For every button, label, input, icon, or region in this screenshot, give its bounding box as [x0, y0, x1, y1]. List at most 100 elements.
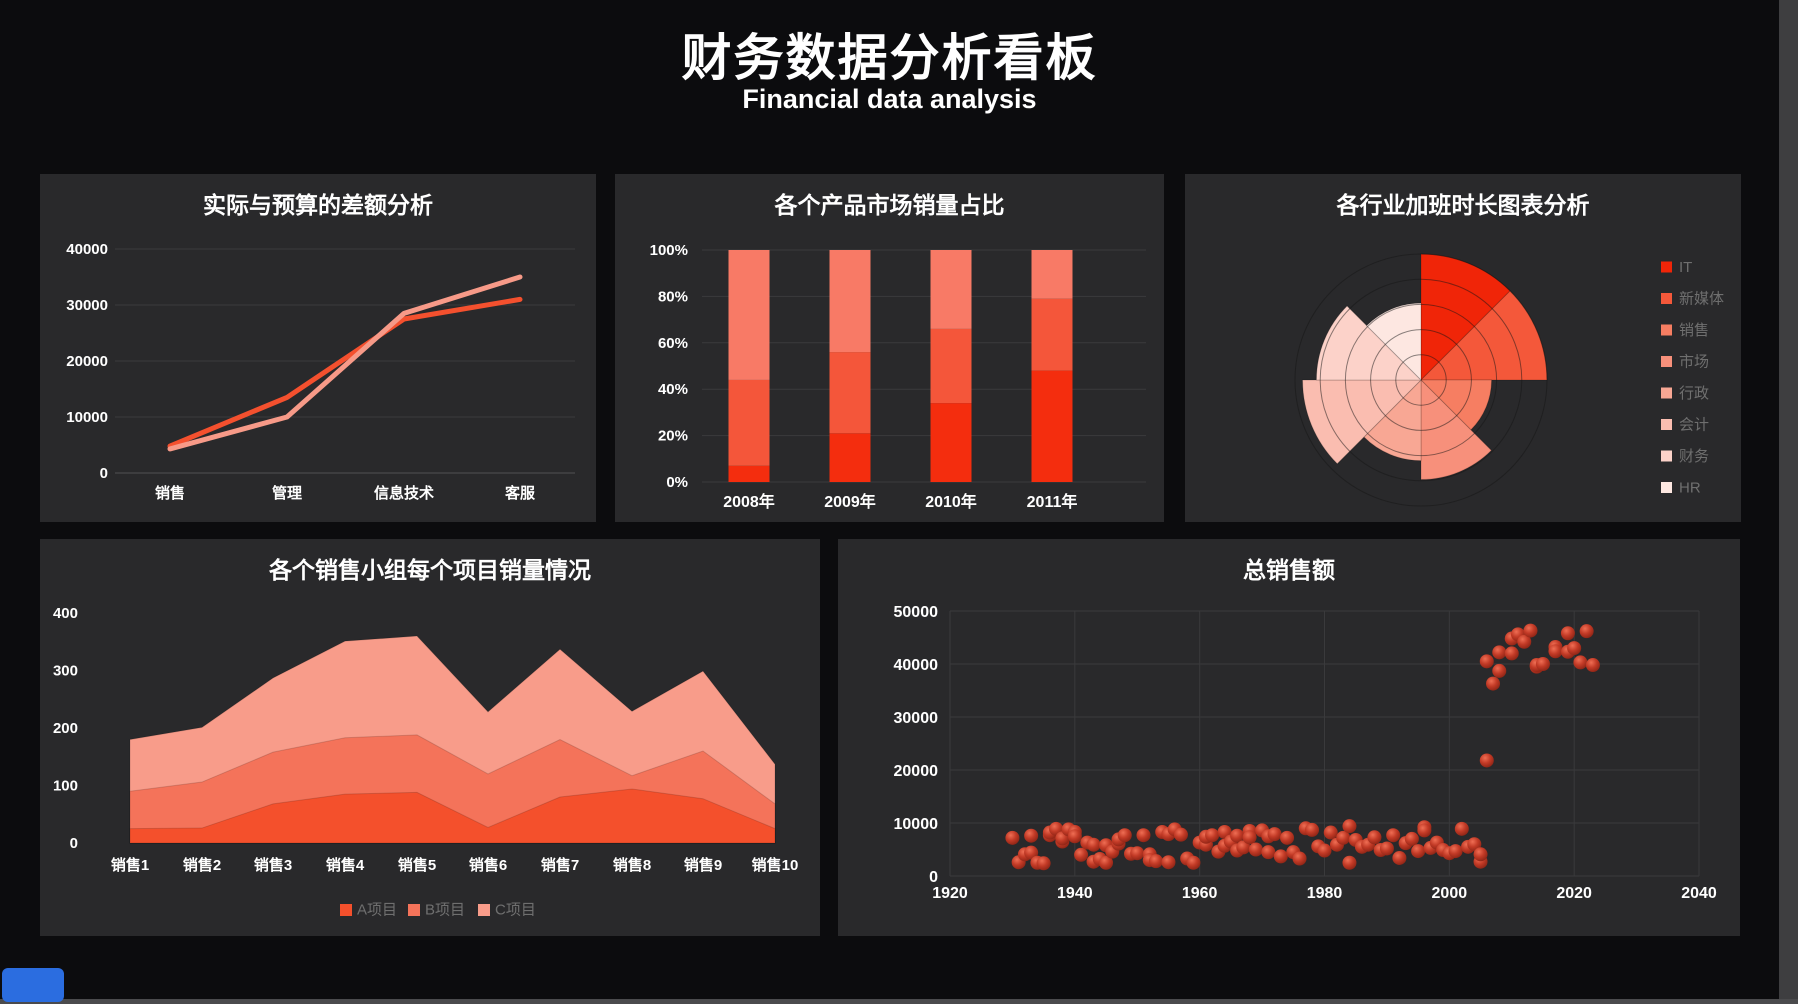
y-tick-label: 0	[929, 869, 938, 886]
legend-swatch[interactable]	[408, 904, 420, 916]
line-series-1	[167, 296, 523, 449]
panel-total-scatter: 总销售额 0 10000 20000 30000 40000 50000 1920 1940 1…	[838, 539, 1740, 936]
scatter-point	[1230, 828, 1245, 843]
y-tick-label: 20%	[658, 428, 688, 445]
x-tick-label: 销售7	[541, 856, 579, 874]
scatter-point	[1336, 830, 1351, 845]
sales-area-title: 各个销售小组每个项目销量情况	[269, 557, 591, 583]
scatter-point	[1560, 626, 1575, 641]
x-tick-label: 2000	[1432, 885, 1468, 902]
legend-label: 新媒体	[1679, 291, 1724, 308]
panel-sales-area: 各个销售小组每个项目销量情况 0 100 200 300 400 销售1 销售2 销售3 销售4…	[40, 539, 820, 936]
bottom-edge-bar	[0, 999, 1798, 1004]
scatter-point	[1523, 623, 1538, 638]
y-tick-label: 10000	[66, 409, 108, 426]
scatter-point	[1492, 663, 1507, 678]
scatter-point	[1417, 823, 1432, 838]
y-tick-label: 10000	[894, 816, 939, 833]
scatter-point	[1573, 655, 1588, 670]
rose-sector-销售	[1419, 379, 1493, 431]
legend-swatch[interactable]	[1661, 482, 1672, 493]
scatter-point	[1242, 830, 1257, 845]
scatter-point	[1479, 654, 1494, 669]
scatter-point	[1236, 840, 1251, 855]
scatter-point	[1548, 644, 1563, 659]
y-tick-label: 100	[53, 778, 78, 795]
polar-ring	[1344, 303, 1498, 457]
panel-budget-line: 实际与预算的差额分析 0 10000 20000 30000 40000 销售 管理 信息技术…	[40, 174, 596, 522]
legend-label: 销售	[1679, 322, 1709, 339]
budget-line-title: 实际与预算的差额分析	[203, 192, 433, 218]
bar-segment	[930, 403, 972, 482]
legend-swatch[interactable]	[340, 904, 352, 916]
scatter-point	[1205, 828, 1220, 843]
line-series-2	[167, 274, 523, 452]
scatter-point	[1161, 855, 1176, 870]
bar-segment	[829, 433, 871, 482]
rose-sector-行政	[1363, 378, 1422, 462]
polar-ring	[1294, 253, 1548, 507]
scatter-point	[1379, 841, 1394, 856]
market-bar-chart: 0% 20% 40% 60% 80% 100% 2008年 2009年 2010年 2011年	[650, 242, 1146, 511]
x-tick-label: 销售1	[111, 856, 149, 874]
scatter-point	[1504, 646, 1519, 661]
scatter-point	[1248, 842, 1263, 857]
y-tick-label: 30000	[894, 710, 939, 727]
legend-label: A项目	[357, 902, 397, 919]
scatter-point	[1342, 855, 1357, 870]
scatter-point	[1005, 830, 1020, 845]
legend-label: 会计	[1679, 417, 1709, 434]
scatter-point	[1448, 844, 1463, 859]
legend-label: IT	[1679, 259, 1692, 276]
legend-label: 财务	[1679, 448, 1709, 465]
scatter-point	[1317, 843, 1332, 858]
scatter-point	[1535, 657, 1550, 671]
legend-swatch[interactable]	[1661, 450, 1672, 462]
y-tick-label: 400	[53, 605, 78, 622]
bar-segment	[1031, 298, 1073, 371]
x-tick-label: 1940	[1057, 885, 1093, 902]
scatter-point	[1086, 837, 1101, 852]
x-tick-label: 销售6	[469, 856, 507, 874]
x-tick-label: 1980	[1307, 885, 1343, 902]
polar-ring	[1395, 354, 1447, 406]
y-tick-label: 40000	[894, 657, 939, 674]
legend-swatch[interactable]	[1661, 261, 1672, 273]
scatter-point	[1130, 846, 1145, 861]
scatter-point	[1517, 634, 1532, 649]
polar-ring	[1370, 329, 1472, 431]
legend-swatch[interactable]	[1661, 387, 1672, 399]
total-scatter-title: 总销售额	[1243, 557, 1335, 583]
y-tick-label: 80%	[658, 288, 688, 305]
scatter-point	[1292, 851, 1307, 866]
legend-swatch[interactable]	[1661, 419, 1672, 430]
rose-sector-财务	[1315, 305, 1423, 381]
scatter-point	[1036, 856, 1051, 871]
corner-badge	[2, 968, 64, 1002]
legend-swatch[interactable]	[1661, 356, 1672, 367]
scatter-point	[1392, 850, 1407, 865]
panel-overtime-rose: 各行业加班时长图表分析 IT 新媒体 销售 市场 行政 会计 财务 HR	[1185, 174, 1741, 522]
page-subtitle: Financial data analysis	[742, 84, 1037, 114]
y-tick-label: 40%	[658, 381, 688, 398]
legend-swatch[interactable]	[478, 904, 490, 916]
legend-swatch[interactable]	[1661, 293, 1672, 304]
x-tick-label: 销售5	[398, 856, 436, 874]
budget-line-chart: 0 10000 20000 30000 40000 销售 管理 信息技术 客服	[66, 241, 575, 502]
legend-label: 市场	[1679, 354, 1709, 371]
legend-label: 行政	[1679, 385, 1709, 402]
x-tick-label: 1920	[932, 885, 968, 902]
x-tick-label: 销售9	[684, 856, 722, 874]
y-tick-label: 40000	[66, 241, 108, 258]
vertical-scrollbar[interactable]	[1779, 0, 1798, 1004]
polar-ring	[1319, 278, 1523, 482]
bar-segment	[829, 250, 871, 353]
y-tick-label: 0	[100, 465, 108, 482]
x-tick-label: 销售3	[254, 856, 292, 874]
legend-swatch[interactable]	[1661, 324, 1672, 336]
scatter-point	[1486, 676, 1501, 691]
scatter-point	[1386, 828, 1401, 843]
bar-segment	[930, 250, 972, 329]
bar-segment	[728, 465, 770, 482]
